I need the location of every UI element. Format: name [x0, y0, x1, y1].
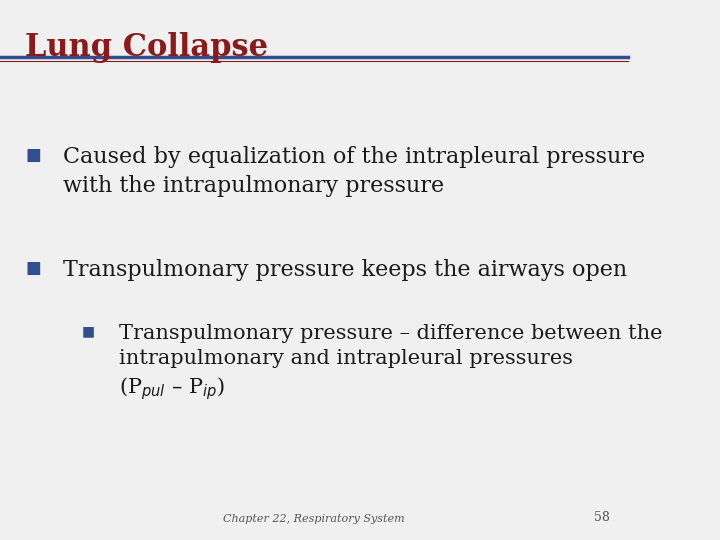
Text: Transpulmonary pressure – difference between the
intrapulmonary and intrapleural: Transpulmonary pressure – difference bet…	[120, 324, 663, 402]
Text: 58: 58	[594, 511, 610, 524]
Text: ■: ■	[25, 259, 41, 277]
Text: ■: ■	[81, 324, 95, 338]
Text: Caused by equalization of the intrapleural pressure
with the intrapulmonary pres: Caused by equalization of the intrapleur…	[63, 146, 645, 197]
Text: Lung Collapse: Lung Collapse	[25, 32, 269, 63]
Text: Transpulmonary pressure keeps the airways open: Transpulmonary pressure keeps the airway…	[63, 259, 627, 281]
Text: Chapter 22, Respiratory System: Chapter 22, Respiratory System	[223, 514, 405, 524]
Text: ■: ■	[25, 146, 41, 164]
